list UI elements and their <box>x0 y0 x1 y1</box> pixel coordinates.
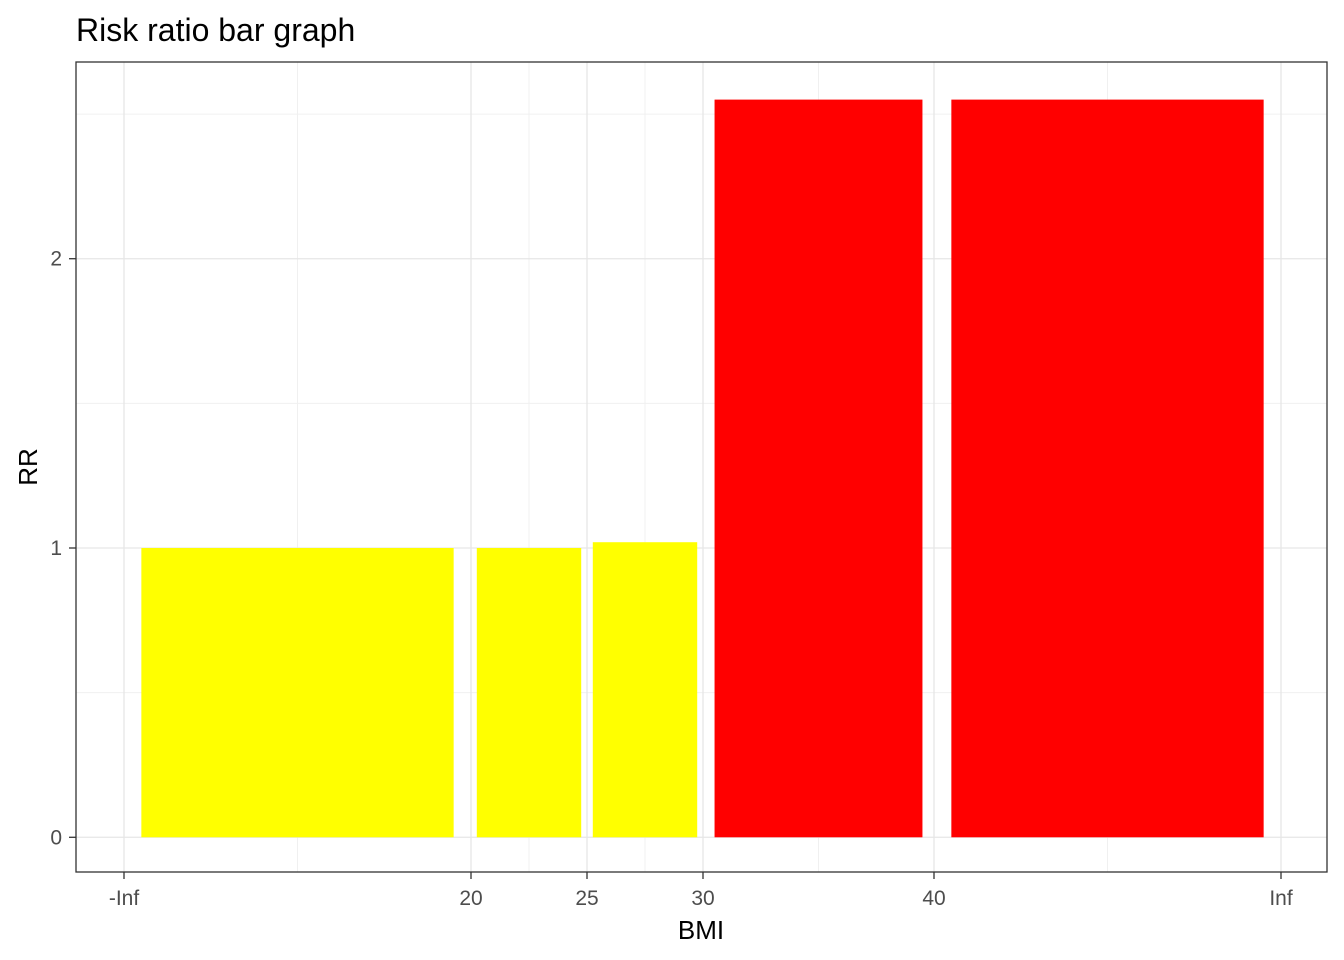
y-axis-title: RR <box>13 448 43 486</box>
bar-1 <box>476 548 582 838</box>
bar-0 <box>141 548 454 838</box>
bar-4 <box>951 99 1264 838</box>
x-axis-title: BMI <box>678 915 724 945</box>
y-tick-label: 1 <box>50 537 62 560</box>
bar-3 <box>714 99 923 838</box>
x-tick-label: 40 <box>922 887 945 910</box>
bars <box>141 99 1264 838</box>
x-tick-label: 25 <box>575 887 598 910</box>
x-tick-label: -Inf <box>109 887 140 910</box>
x-tick-label: Inf <box>1269 887 1293 910</box>
x-tick-label: 20 <box>459 887 482 910</box>
axes: -Inf 20 25 30 40 Inf 0 1 2 <box>50 248 1293 910</box>
bar-2 <box>592 542 698 838</box>
plot-panel-border <box>75 61 1328 873</box>
y-tick-label: 0 <box>50 826 62 849</box>
chart-title: Risk ratio bar graph <box>76 12 355 48</box>
x-tick-label: 30 <box>691 887 714 910</box>
y-tick-label: 2 <box>50 248 62 271</box>
